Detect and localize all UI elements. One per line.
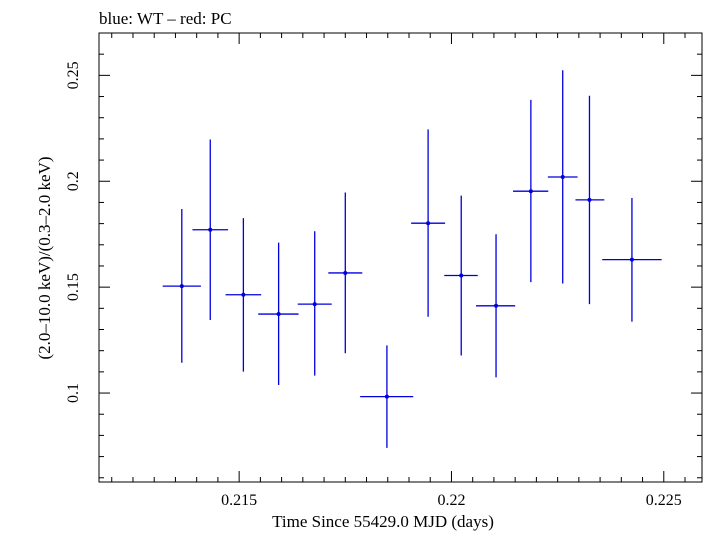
data-point: [629, 257, 634, 262]
y-tick-label: 0.2: [65, 171, 82, 191]
x-axis-label: Time Since 55429.0 MJD (days): [272, 512, 494, 531]
data-point: [241, 292, 246, 297]
y-tick-label: 0.1: [65, 383, 82, 403]
x-tick-label: 0.225: [646, 492, 682, 509]
x-tick-label: 0.22: [437, 492, 465, 509]
data-point: [459, 273, 464, 278]
y-tick-label: 0.15: [65, 273, 82, 301]
data-point: [587, 197, 592, 202]
data-point: [426, 221, 431, 226]
data-point: [343, 270, 348, 275]
data-point: [528, 189, 533, 194]
data-point: [384, 394, 389, 399]
y-axis-label: (2.0–10.0 keV)/(0.3–2.0 keV): [35, 156, 54, 359]
data-point: [312, 302, 317, 307]
data-point: [276, 312, 281, 317]
data-point: [494, 303, 499, 308]
x-tick-label: 0.215: [221, 492, 257, 509]
data-point: [560, 175, 565, 180]
y-tick-label: 0.25: [65, 61, 82, 89]
data-point: [208, 227, 213, 232]
data-point: [179, 284, 184, 289]
chart-title: blue: WT – red: PC: [99, 9, 232, 28]
plot-frame: [98, 32, 703, 483]
